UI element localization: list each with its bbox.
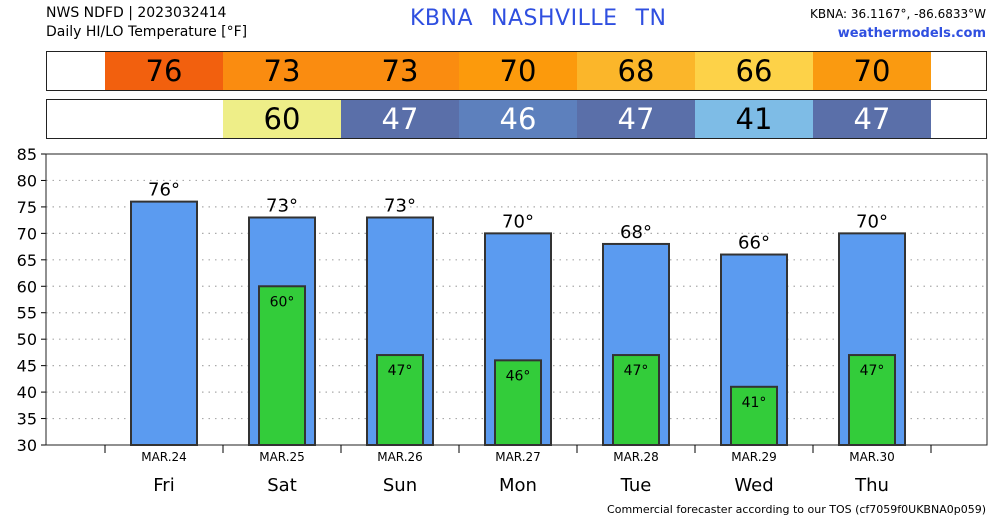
station-city: NASHVILLE: [491, 6, 618, 31]
date-label: MAR.27: [495, 450, 541, 464]
low-temp-cell: 47: [813, 100, 931, 138]
low-bar: [376, 354, 424, 446]
day-label: Sun: [383, 475, 417, 496]
date-label: MAR.24: [141, 450, 187, 464]
low-bar-label: 60°: [270, 294, 295, 310]
date-label: MAR.30: [849, 450, 895, 464]
high-temp-cell: 68: [577, 52, 695, 90]
day-label: Wed: [734, 475, 773, 496]
station-coords: KBNA: 36.1167°, -86.6833°W: [809, 7, 986, 21]
high-temp-strip: 76 73 73 70 68 66 70: [46, 51, 987, 91]
date-label: MAR.28: [613, 450, 659, 464]
y-tick-label: 75: [17, 198, 37, 217]
high-bar-label: 66°: [738, 233, 770, 254]
y-tick-label: 30: [17, 436, 37, 455]
y-tick-label: 85: [17, 145, 37, 164]
footnote: Commercial forecaster according to our T…: [607, 503, 986, 516]
y-tick-label: 55: [17, 304, 37, 323]
y-tick-label: 60: [17, 277, 37, 296]
low-bar: [494, 359, 542, 447]
low-bar: [848, 354, 896, 446]
low-bar: [730, 385, 778, 446]
high-bar-label: 73°: [384, 195, 416, 216]
high-bar-label: 68°: [620, 222, 652, 243]
low-bar-label: 46°: [506, 368, 531, 384]
high-temp-cell: 70: [459, 52, 577, 90]
low-temp-cell: 41: [695, 100, 813, 138]
y-tick-label: 70: [17, 224, 37, 243]
low-bar-label: 41°: [742, 395, 767, 411]
high-bar-label: 70°: [502, 211, 534, 232]
high-bar-label: 70°: [856, 211, 888, 232]
high-temp-cell: 73: [223, 52, 341, 90]
y-tick-label: 40: [17, 383, 37, 402]
header-info: NWS NDFD | 2023032414 Daily HI/LO Temper…: [46, 4, 247, 42]
day-label: Thu: [854, 475, 889, 496]
site-link[interactable]: weathermodels.com: [837, 26, 986, 41]
station-state: TN: [635, 6, 667, 31]
high-bar-label: 73°: [266, 195, 298, 216]
low-bar-label: 47°: [388, 363, 413, 379]
low-temp-strip: 60 47 46 47 41 47: [46, 99, 987, 139]
high-bar: [130, 200, 198, 446]
high-bar-label: 76°: [148, 180, 180, 201]
high-temp-cell: 66: [695, 52, 813, 90]
station-title: KBNA NASHVILLE TN: [410, 6, 684, 31]
y-tick-label: 45: [17, 357, 37, 376]
date-label: MAR.29: [731, 450, 777, 464]
day-label: Mon: [499, 475, 537, 496]
low-temp-cell: 46: [459, 100, 577, 138]
station-id: KBNA: [410, 6, 474, 31]
low-bar-label: 47°: [624, 363, 649, 379]
low-bar: [258, 285, 306, 447]
high-temp-cell: 76: [105, 52, 223, 90]
y-tick-label: 35: [17, 410, 37, 429]
high-temp-cell: 73: [341, 52, 459, 90]
product-line: NWS NDFD | 2023032414: [46, 5, 227, 21]
chart-subtitle: Daily HI/LO Temperature [°F]: [46, 24, 248, 40]
header-right: KBNA: 36.1167°, -86.6833°W weathermodels…: [810, 5, 986, 43]
low-bar: [612, 354, 660, 446]
date-label: MAR.25: [259, 450, 305, 464]
day-label: Tue: [620, 475, 652, 496]
y-tick-label: 80: [17, 171, 37, 190]
low-temp-cell: 47: [577, 100, 695, 138]
y-tick-label: 50: [17, 330, 37, 349]
day-label: Sat: [267, 475, 297, 496]
day-label: Fri: [153, 475, 174, 496]
low-temp-cell: 47: [341, 100, 459, 138]
high-temp-cell: 70: [813, 52, 931, 90]
low-bar-label: 47°: [860, 363, 885, 379]
y-tick-label: 65: [17, 251, 37, 270]
low-temp-cell: 60: [223, 100, 341, 138]
date-label: MAR.26: [377, 450, 423, 464]
